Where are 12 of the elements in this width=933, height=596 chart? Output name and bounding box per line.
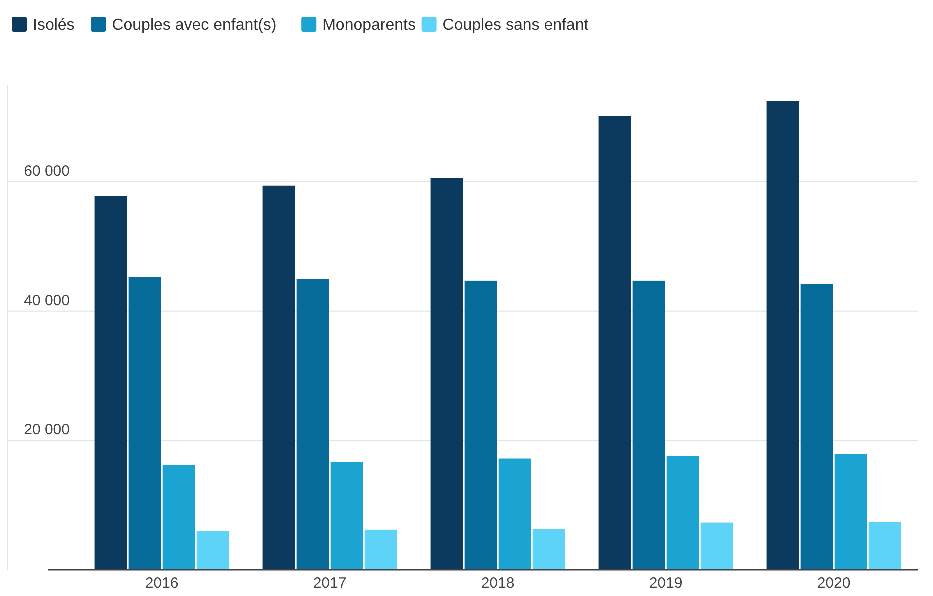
x-tick-label: 2020 <box>817 575 851 592</box>
legend-label: Monoparents <box>322 17 416 34</box>
x-tick-label: 2018 <box>481 575 515 592</box>
legend-label: Couples sans enfant <box>442 17 590 34</box>
y-tick-label: 20 000 <box>24 422 70 439</box>
y-tick-label: 40 000 <box>24 292 70 310</box>
x-tick-label: 2019 <box>649 575 683 592</box>
x-tick-label: 2016 <box>145 575 179 592</box>
legend-label: Isolés <box>33 17 75 34</box>
y-tick-label: 60 000 <box>24 163 70 180</box>
legend-label: Couples avec enfant(s) <box>112 17 277 34</box>
x-tick-label: 2017 <box>313 575 347 592</box>
